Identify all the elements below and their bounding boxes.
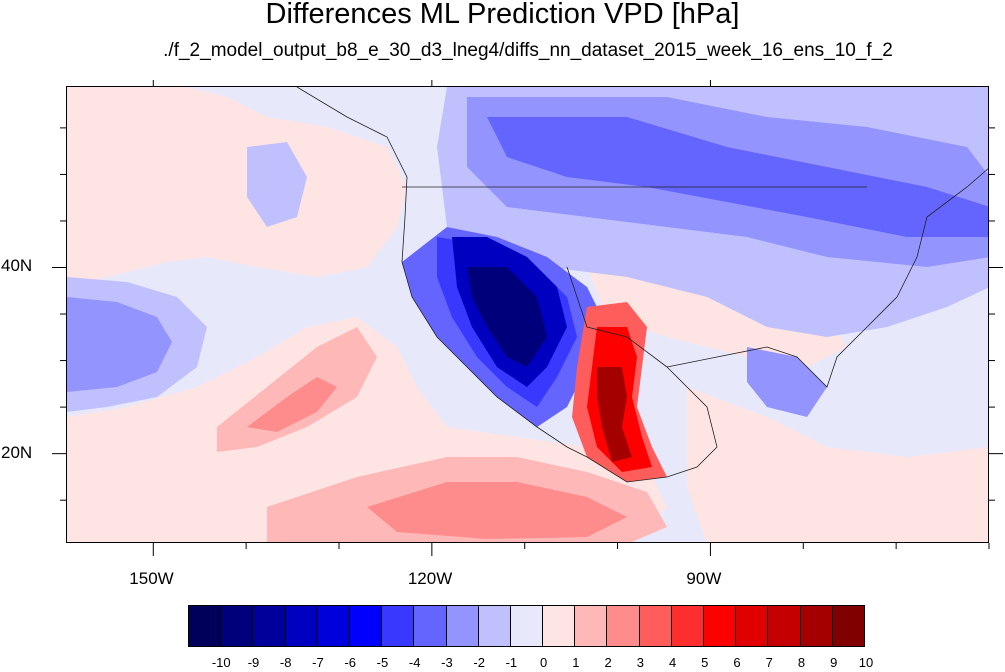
- colorbar-swatch: [639, 606, 672, 646]
- colorbar-label: 7: [765, 655, 773, 670]
- pink-region-east-us: [587, 267, 847, 367]
- vpd-difference-map: [67, 87, 988, 542]
- colorbar-swatch: [446, 606, 479, 646]
- colorbar-label: -5: [376, 655, 389, 670]
- pink-region-gulf-atlantic: [687, 387, 988, 542]
- warm-region-south-pacific-core: [367, 482, 627, 539]
- pink-region-ne-pacific: [67, 87, 407, 282]
- colorbar-label: 4: [668, 655, 677, 670]
- colorbar: [188, 605, 865, 647]
- colorbar-label: 10: [858, 655, 874, 670]
- map-panel: [66, 86, 989, 543]
- colorbar-swatch: [704, 606, 737, 646]
- y-tick-label: 40N: [1, 256, 33, 276]
- cool-region-mid-pacific: [247, 142, 307, 227]
- colorbar-label: 8: [797, 655, 806, 670]
- x-tick-label: 90W: [686, 569, 722, 588]
- colorbar-label: -8: [279, 655, 292, 670]
- coastlines: [296, 87, 988, 483]
- cool-region-east-pacific-core: [67, 297, 172, 392]
- colorbar-swatch: [478, 606, 511, 646]
- colorbar-swatch: [768, 606, 801, 646]
- chart-title: Differences ML Prediction VPD [hPa]: [265, 0, 740, 30]
- colorbar-swatch: [382, 606, 415, 646]
- colorbar-label: -10: [211, 655, 231, 670]
- colorbar-label: -1: [505, 655, 518, 670]
- colorbar-swatch: [253, 606, 286, 646]
- colorbar-swatch: [189, 606, 222, 646]
- x-tick-label: 150W: [129, 569, 174, 588]
- chart-subtitle: ./f_2_model_output_b8_e_30_d3_lneg4/diff…: [163, 40, 893, 61]
- colorbar-label: 3: [636, 655, 644, 670]
- colorbar-swatch: [285, 606, 318, 646]
- warm-band-pacific-core: [247, 377, 337, 432]
- colorbar-label: -2: [473, 655, 485, 670]
- colorbar-label: -7: [312, 655, 324, 670]
- colorbar-label: 5: [701, 655, 709, 670]
- colorbar-swatch: [832, 606, 864, 646]
- colorbar-label: 6: [733, 655, 741, 670]
- x-tick-label: 120W: [407, 569, 453, 588]
- y-tick-label: 20N: [1, 442, 33, 462]
- colorbar-label: 0: [539, 655, 548, 670]
- colorbar-swatch: [671, 606, 704, 646]
- colorbar-label: -3: [441, 655, 453, 670]
- colorbar-label: -9: [247, 655, 260, 670]
- colorbar-label: 1: [572, 655, 580, 670]
- cool-region-florida: [747, 347, 827, 417]
- warm-region-mexico-core: [597, 367, 632, 462]
- colorbar-label: 2: [604, 655, 612, 670]
- colorbar-swatch: [349, 606, 383, 646]
- colorbar-label: -6: [344, 655, 356, 670]
- colorbar-swatch: [800, 606, 833, 646]
- colorbar-swatch: [317, 606, 350, 646]
- cool-region-southwest-max: [467, 267, 547, 367]
- colorbar-swatch: [736, 606, 769, 646]
- cool-region-canada-strong: [487, 117, 988, 237]
- colorbar-swatch: [607, 606, 640, 646]
- colorbar-swatch: [543, 606, 576, 646]
- colorbar-swatch: [221, 606, 254, 646]
- colorbar-label: -4: [408, 655, 421, 670]
- colorbar-swatch: [510, 606, 544, 646]
- colorbar-swatch: [575, 606, 608, 646]
- colorbar-swatch: [414, 606, 447, 646]
- colorbar-label: 9: [830, 655, 838, 670]
